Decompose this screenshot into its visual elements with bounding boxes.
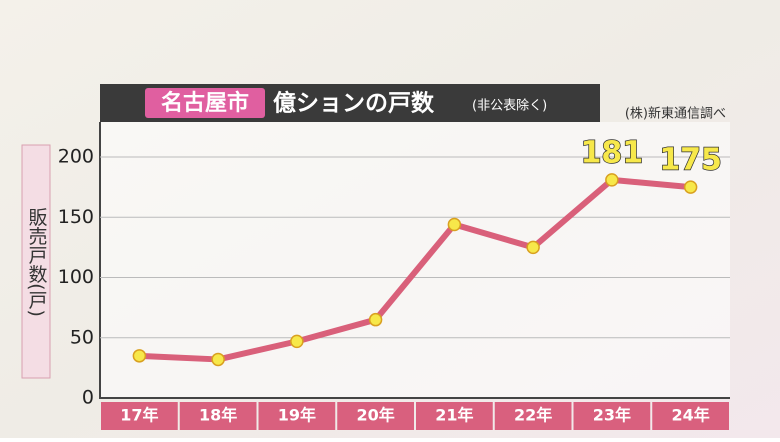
y-tick-label: 200 bbox=[58, 146, 94, 168]
x-tick-label: 17年 bbox=[120, 406, 158, 425]
title-badge: 名古屋市 bbox=[161, 90, 249, 116]
x-tick-label: 21年 bbox=[435, 406, 473, 425]
x-category-box bbox=[179, 402, 257, 430]
x-tick-label: 23年 bbox=[593, 406, 631, 425]
data-point bbox=[290, 334, 304, 349]
data-point bbox=[683, 180, 698, 194]
data-point bbox=[211, 352, 225, 367]
y-tick-label: 100 bbox=[58, 266, 94, 288]
plot-area bbox=[100, 122, 730, 399]
y-axis-label: 販売戸数(戸) bbox=[26, 207, 48, 317]
data-point bbox=[132, 349, 147, 363]
x-category-box bbox=[573, 402, 651, 430]
x-category-box bbox=[416, 402, 493, 430]
x-category-box bbox=[494, 402, 572, 430]
x-category-box bbox=[652, 402, 729, 430]
title-badge-box bbox=[145, 88, 265, 118]
x-tick-label: 19年 bbox=[278, 406, 316, 425]
data-point bbox=[447, 217, 462, 232]
source-note: (株)新東通信調べ bbox=[625, 106, 726, 122]
y-tick-label: 50 bbox=[70, 326, 94, 348]
y-tick-label: 0 bbox=[82, 387, 94, 409]
x-category-box bbox=[258, 402, 336, 430]
x-tick-label: 22年 bbox=[514, 406, 552, 425]
data-point bbox=[368, 312, 383, 327]
data-label: 181 bbox=[581, 135, 644, 170]
data-point bbox=[605, 173, 619, 187]
x-category-box bbox=[101, 402, 178, 430]
x-tick-label: 24年 bbox=[671, 406, 709, 425]
data-line bbox=[139, 176, 691, 363]
x-tick-label: 20年 bbox=[356, 406, 394, 425]
data-point bbox=[526, 240, 540, 255]
chart-title: 億ションの戸数 bbox=[273, 90, 435, 117]
y-label-box bbox=[21, 144, 51, 379]
y-tick-label: 150 bbox=[58, 206, 94, 228]
x-category-box bbox=[337, 402, 414, 430]
data-label: 175 bbox=[659, 143, 722, 178]
chart-subtitle: (非公表除く) bbox=[472, 99, 547, 114]
x-tick-label: 18年 bbox=[199, 406, 237, 425]
